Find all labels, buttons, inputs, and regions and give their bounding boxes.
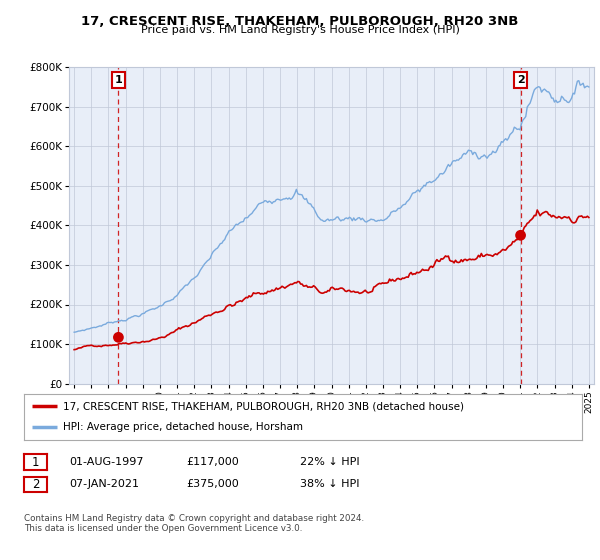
Text: 01-AUG-1997: 01-AUG-1997 xyxy=(69,457,143,467)
Point xyxy=(516,231,526,240)
Text: Contains HM Land Registry data © Crown copyright and database right 2024.
This d: Contains HM Land Registry data © Crown c… xyxy=(24,514,364,534)
Point xyxy=(113,333,123,342)
Text: 17, CRESCENT RISE, THAKEHAM, PULBOROUGH, RH20 3NB: 17, CRESCENT RISE, THAKEHAM, PULBOROUGH,… xyxy=(82,15,518,27)
Text: 07-JAN-2021: 07-JAN-2021 xyxy=(69,479,139,489)
Text: 2: 2 xyxy=(517,75,524,85)
Text: 1: 1 xyxy=(32,455,39,469)
Text: 22% ↓ HPI: 22% ↓ HPI xyxy=(300,457,359,467)
Text: £117,000: £117,000 xyxy=(186,457,239,467)
Text: £375,000: £375,000 xyxy=(186,479,239,489)
Text: 1: 1 xyxy=(115,75,122,85)
Text: 17, CRESCENT RISE, THAKEHAM, PULBOROUGH, RH20 3NB (detached house): 17, CRESCENT RISE, THAKEHAM, PULBOROUGH,… xyxy=(63,401,464,411)
Text: 38% ↓ HPI: 38% ↓ HPI xyxy=(300,479,359,489)
Text: 2: 2 xyxy=(32,478,39,491)
Text: Price paid vs. HM Land Registry's House Price Index (HPI): Price paid vs. HM Land Registry's House … xyxy=(140,25,460,35)
Text: HPI: Average price, detached house, Horsham: HPI: Average price, detached house, Hors… xyxy=(63,422,303,432)
